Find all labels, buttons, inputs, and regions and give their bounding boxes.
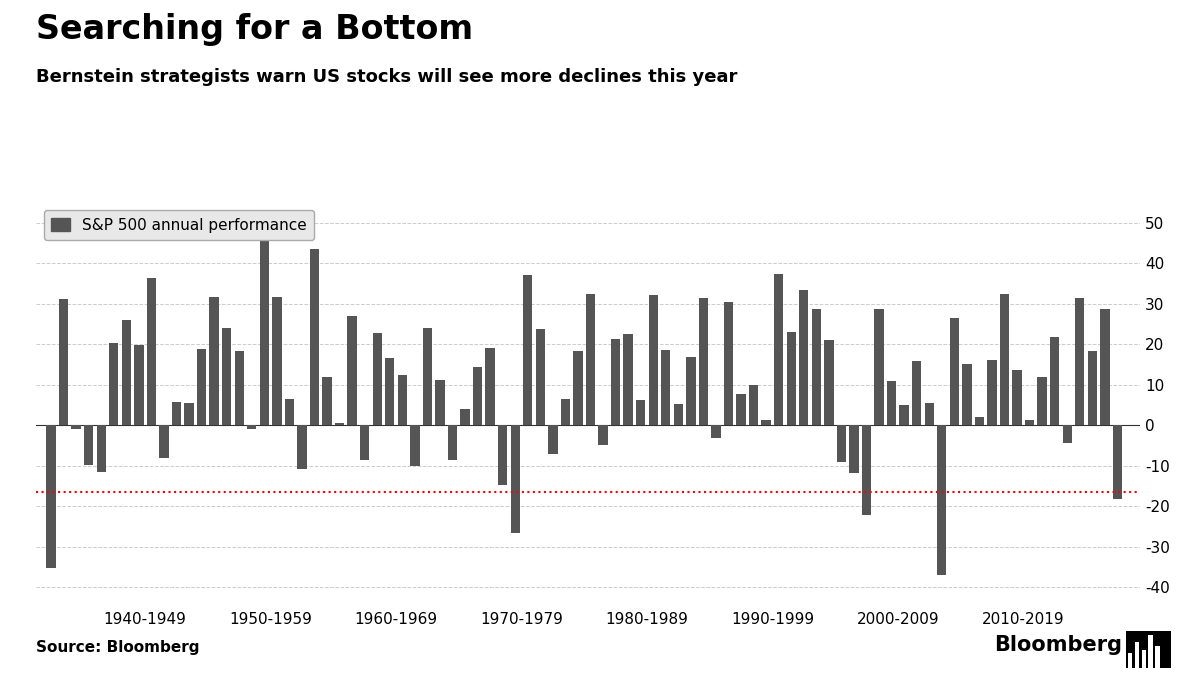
Bar	[410, 425, 420, 466]
Bar	[134, 346, 144, 425]
Text: Bloomberg: Bloomberg	[994, 634, 1122, 655]
Bar	[686, 357, 696, 425]
Bar	[360, 425, 370, 460]
Bar	[59, 299, 68, 425]
Bar	[624, 334, 632, 425]
Bar	[949, 318, 959, 425]
Bar	[875, 309, 883, 425]
Bar	[1062, 425, 1072, 443]
Bar	[96, 425, 106, 472]
Bar	[335, 423, 344, 425]
Bar	[247, 425, 257, 429]
Bar	[924, 403, 934, 425]
Bar	[786, 331, 796, 425]
Bar	[673, 404, 683, 425]
Bar	[698, 298, 708, 425]
Bar	[461, 409, 469, 425]
Bar	[1141, 649, 1146, 668]
Bar	[962, 364, 972, 425]
Bar	[574, 351, 583, 425]
Bar	[121, 321, 131, 425]
Bar	[599, 425, 607, 445]
Bar	[436, 380, 445, 425]
Bar	[749, 385, 758, 425]
Bar	[1112, 425, 1122, 499]
Bar	[448, 425, 457, 460]
Bar	[762, 420, 770, 425]
Bar	[397, 375, 407, 425]
Bar	[1038, 377, 1046, 425]
Bar	[535, 329, 545, 425]
Bar	[422, 328, 432, 425]
Bar	[724, 302, 733, 425]
Bar	[862, 425, 871, 515]
Bar	[385, 358, 395, 425]
Bar	[310, 250, 319, 425]
Bar	[611, 339, 620, 425]
Bar	[172, 402, 181, 425]
Bar	[799, 290, 809, 425]
Bar	[586, 294, 595, 425]
Bar	[560, 398, 570, 425]
Bar	[498, 425, 508, 485]
Text: Bernstein strategists warn US stocks will see more declines this year: Bernstein strategists warn US stocks wil…	[36, 68, 737, 86]
Bar	[272, 297, 282, 425]
Bar	[1013, 370, 1021, 425]
Bar	[1128, 653, 1133, 668]
Bar	[811, 309, 821, 425]
Bar	[348, 317, 356, 425]
Bar	[548, 425, 558, 454]
Bar	[47, 425, 55, 568]
Bar	[912, 361, 922, 425]
Bar	[661, 350, 671, 425]
Bar	[1148, 634, 1153, 668]
Bar	[900, 406, 908, 425]
Bar	[1135, 643, 1139, 668]
Bar	[737, 394, 745, 425]
Bar	[372, 333, 382, 425]
Bar	[197, 349, 206, 425]
Bar	[109, 343, 119, 425]
Bar	[284, 398, 294, 425]
Bar	[84, 425, 94, 465]
Bar	[222, 328, 232, 425]
Bar	[510, 425, 520, 533]
Bar	[323, 377, 331, 425]
Bar	[887, 381, 896, 425]
Bar	[185, 403, 193, 425]
Legend: S&P 500 annual performance: S&P 500 annual performance	[43, 210, 314, 240]
Bar	[712, 425, 721, 438]
Bar	[234, 351, 244, 425]
Bar	[988, 360, 997, 425]
Bar	[974, 416, 984, 425]
Bar	[146, 278, 156, 425]
Bar	[636, 400, 646, 425]
Bar	[1025, 420, 1034, 425]
Bar	[1100, 309, 1110, 425]
Bar	[259, 212, 269, 425]
Bar	[298, 425, 307, 469]
Text: Source: Bloomberg: Source: Bloomberg	[36, 640, 199, 655]
Bar	[1156, 646, 1159, 668]
Bar	[937, 425, 947, 575]
Bar	[1000, 294, 1009, 425]
Bar	[473, 367, 482, 425]
Bar	[774, 274, 784, 425]
Bar	[1075, 298, 1085, 425]
Bar	[836, 425, 846, 462]
Bar	[210, 297, 218, 425]
Bar	[1050, 337, 1060, 425]
Bar	[523, 275, 533, 425]
Bar	[648, 295, 658, 425]
Text: Searching for a Bottom: Searching for a Bottom	[36, 14, 473, 47]
Bar	[72, 425, 80, 429]
Y-axis label: Percent: Percent	[1195, 374, 1200, 436]
Bar	[850, 425, 859, 473]
Bar	[1087, 351, 1097, 425]
Bar	[486, 348, 494, 425]
Bar	[824, 340, 834, 425]
Bar	[160, 425, 169, 458]
